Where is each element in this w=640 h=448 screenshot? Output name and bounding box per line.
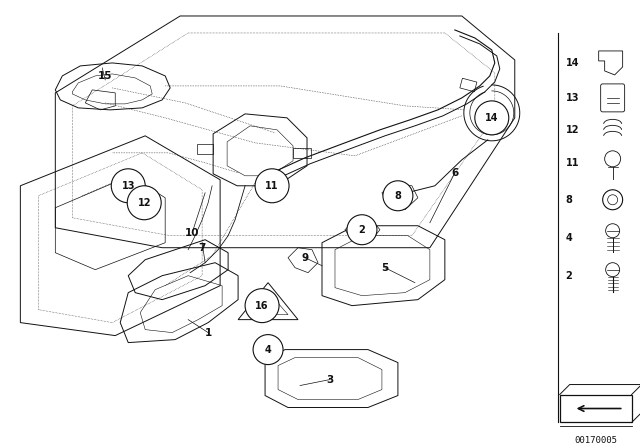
Text: 2: 2 xyxy=(358,225,365,235)
Circle shape xyxy=(253,335,283,365)
Text: 11: 11 xyxy=(266,181,279,191)
Circle shape xyxy=(245,289,279,323)
Text: 6: 6 xyxy=(451,168,458,178)
Text: 14: 14 xyxy=(566,58,579,68)
Text: 15: 15 xyxy=(98,71,113,81)
Text: !: ! xyxy=(267,303,269,312)
Text: 4: 4 xyxy=(566,233,572,243)
Bar xyxy=(560,395,632,422)
Text: 13: 13 xyxy=(122,181,135,191)
Bar xyxy=(293,148,311,158)
Text: 13: 13 xyxy=(566,93,579,103)
Text: 7: 7 xyxy=(198,243,206,253)
Bar xyxy=(460,78,477,92)
Circle shape xyxy=(383,181,413,211)
Text: 12: 12 xyxy=(566,125,579,135)
Text: 8: 8 xyxy=(394,191,401,201)
Circle shape xyxy=(127,186,161,220)
Text: 14: 14 xyxy=(485,113,499,123)
Text: 2: 2 xyxy=(566,271,572,281)
Text: 9: 9 xyxy=(301,253,308,263)
Text: 16: 16 xyxy=(255,301,269,310)
Circle shape xyxy=(111,169,145,203)
Bar xyxy=(197,144,213,154)
Circle shape xyxy=(475,101,509,135)
Circle shape xyxy=(255,169,289,203)
Text: 4: 4 xyxy=(265,345,271,354)
Text: 8: 8 xyxy=(566,195,573,205)
Circle shape xyxy=(347,215,377,245)
Text: 11: 11 xyxy=(566,158,579,168)
Text: 1: 1 xyxy=(205,327,212,338)
Text: 12: 12 xyxy=(138,198,151,208)
Text: 00170005: 00170005 xyxy=(574,436,617,445)
Text: 5: 5 xyxy=(381,263,388,273)
Text: 10: 10 xyxy=(185,228,200,238)
Text: 3: 3 xyxy=(326,375,333,384)
